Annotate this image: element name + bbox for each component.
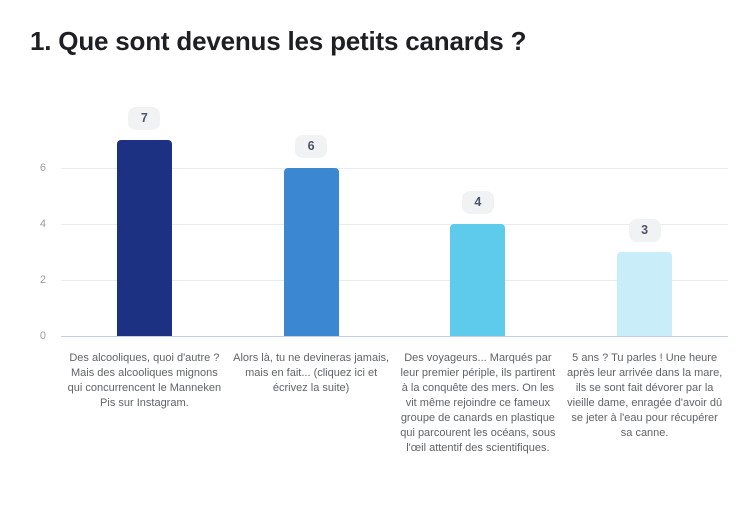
question-title: 1. Que sont devenus les petits canards ? bbox=[30, 26, 527, 56]
bar bbox=[450, 224, 506, 336]
y-axis-tick-label: 0 bbox=[39, 330, 46, 342]
gridline bbox=[61, 224, 728, 225]
value-badge: 3 bbox=[628, 219, 661, 242]
value-badge: 6 bbox=[295, 135, 328, 158]
y-axis-tick-label: 4 bbox=[39, 218, 46, 230]
bar bbox=[617, 252, 673, 336]
gridline bbox=[61, 280, 728, 281]
y-axis-tick-label: 6 bbox=[39, 162, 46, 174]
category-label: Alors là, tu ne devineras jamais, mais e… bbox=[233, 352, 390, 394]
gridline bbox=[61, 168, 728, 169]
y-axis-tick-label: 2 bbox=[39, 274, 46, 286]
bar bbox=[116, 140, 172, 336]
category-label: Des alcooliques, quoi d'autre ? Mais des… bbox=[67, 352, 222, 409]
category-label: 5 ans ? Tu parles ! Une heure après leur… bbox=[566, 352, 723, 439]
value-badge: 7 bbox=[128, 107, 161, 130]
zero-gridline bbox=[61, 336, 728, 337]
value-badge: 4 bbox=[461, 191, 494, 214]
bar bbox=[283, 168, 339, 336]
category-label: Des voyageurs... Marqués par leur premie… bbox=[400, 352, 556, 454]
